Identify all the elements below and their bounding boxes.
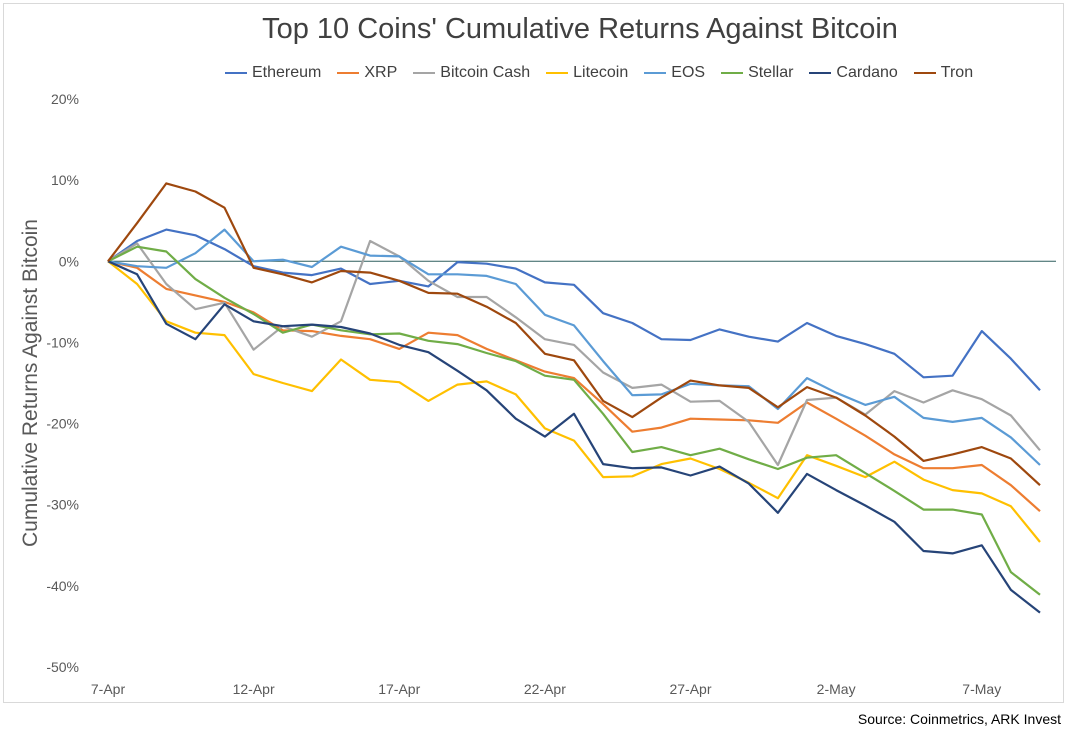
legend-label: EOS bbox=[671, 64, 706, 81]
legend-swatch bbox=[225, 72, 247, 74]
legend-entry-xrp: XRP bbox=[337, 64, 397, 82]
chart-legend: Ethereum XRP Bitcoin Cash Litecoin EOS Stella… bbox=[225, 64, 973, 82]
legend-entry-ethereum: Ethereum bbox=[225, 64, 321, 82]
y-tick-label: -30% bbox=[46, 497, 79, 513]
x-tick-label: 2-May bbox=[817, 681, 856, 697]
y-tick-label: 10% bbox=[51, 172, 79, 188]
legend-label: Bitcoin Cash bbox=[440, 64, 531, 81]
series-line-eos bbox=[107, 228, 1041, 466]
legend-label: Litecoin bbox=[573, 64, 629, 81]
x-tick-label: 22-Apr bbox=[524, 681, 566, 697]
series-line-stellar bbox=[107, 245, 1041, 596]
x-tick-label: 7-Apr bbox=[91, 681, 126, 697]
series-line-ethereum bbox=[107, 228, 1041, 392]
chart-frame bbox=[3, 3, 1064, 703]
y-tick-label: -40% bbox=[46, 578, 79, 594]
legend-label: Stellar bbox=[748, 64, 794, 81]
y-tick-label: -50% bbox=[46, 659, 79, 675]
chart-title: Top 10 Coins' Cumulative Returns Against… bbox=[262, 13, 898, 45]
legend-entry-stellar: Stellar bbox=[721, 64, 793, 82]
x-tick-label: 7-May bbox=[962, 681, 1001, 697]
legend-label: Ethereum bbox=[252, 64, 322, 81]
series-lines bbox=[107, 182, 1041, 614]
legend-swatch bbox=[413, 72, 436, 74]
x-tick-label: 12-Apr bbox=[233, 681, 275, 697]
series-line-litecoin bbox=[107, 260, 1041, 543]
y-tick-label: 20% bbox=[51, 91, 79, 107]
legend-label: Cardano bbox=[836, 64, 898, 81]
y-tick-label: -20% bbox=[46, 416, 79, 432]
x-tick-label: 27-Apr bbox=[669, 681, 711, 697]
y-tick-label: -10% bbox=[46, 334, 79, 350]
legend-label: Tron bbox=[940, 64, 974, 81]
legend-swatch bbox=[337, 72, 360, 74]
legend-swatch bbox=[546, 72, 569, 74]
series-line-bitcoin-cash bbox=[107, 239, 1041, 467]
legend-swatch bbox=[644, 72, 667, 74]
legend-entry-litecoin: Litecoin bbox=[546, 64, 628, 82]
x-axis-ticks: 7-Apr 12-Apr 17-Apr 22-Apr 27-Apr 2-May 7-May bbox=[91, 681, 1001, 697]
x-tick-label: 17-Apr bbox=[378, 681, 420, 697]
y-tick-label: 0% bbox=[59, 253, 79, 269]
series-line-tron bbox=[107, 182, 1041, 487]
series-line-cardano bbox=[107, 260, 1041, 614]
legend-entry-eos: EOS bbox=[644, 64, 705, 82]
legend-label: XRP bbox=[364, 64, 398, 81]
legend-swatch bbox=[913, 72, 936, 74]
y-axis-label: Cumulative Returns Against Bitcoin bbox=[19, 219, 42, 547]
legend-swatch bbox=[809, 72, 832, 74]
legend-entry-bitcoin-cash: Bitcoin Cash bbox=[413, 64, 530, 82]
legend-entry-cardano: Cardano bbox=[809, 64, 898, 82]
legend-entry-tron: Tron bbox=[913, 64, 974, 82]
y-axis-ticks: 20% 10% 0% -10% -20% -30% -40% -50% bbox=[46, 91, 79, 675]
source-note: Source: Coinmetrics, ARK Invest bbox=[857, 711, 1061, 727]
series-line-xrp bbox=[107, 260, 1041, 513]
legend-swatch bbox=[721, 72, 744, 74]
